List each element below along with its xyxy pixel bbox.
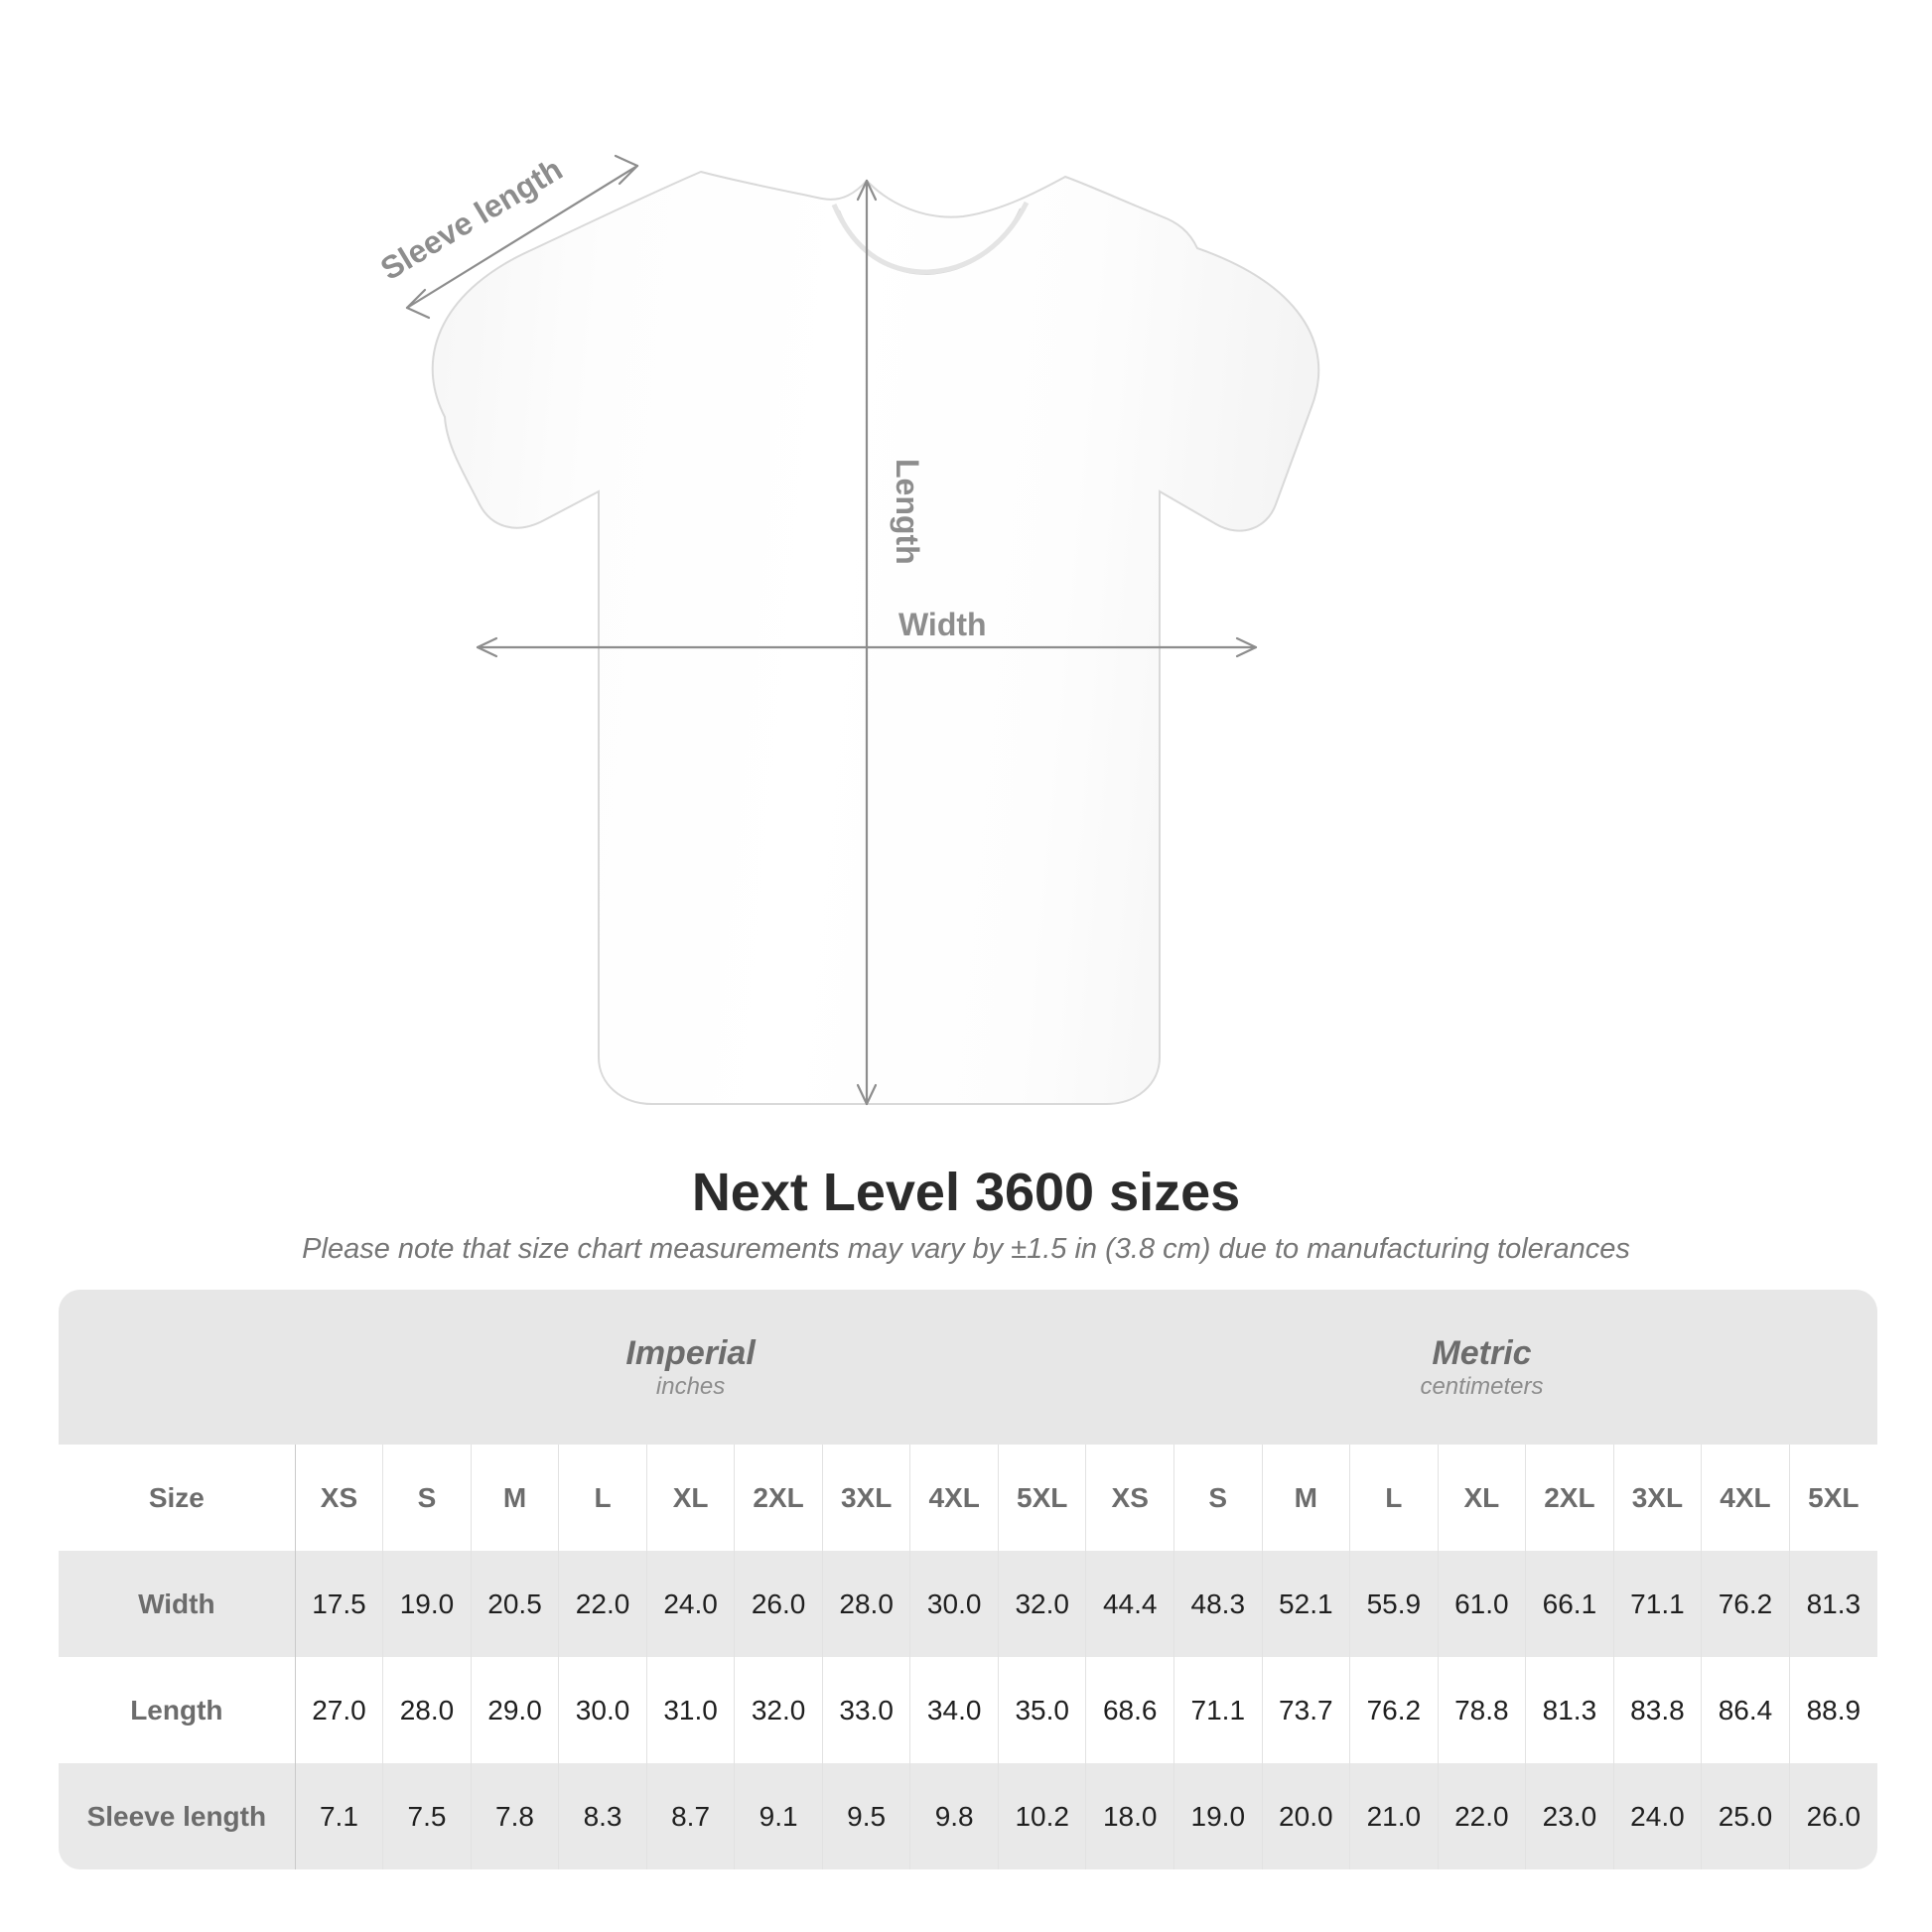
svg-text:Width: Width xyxy=(898,607,987,642)
svg-text:Length: Length xyxy=(890,459,925,565)
